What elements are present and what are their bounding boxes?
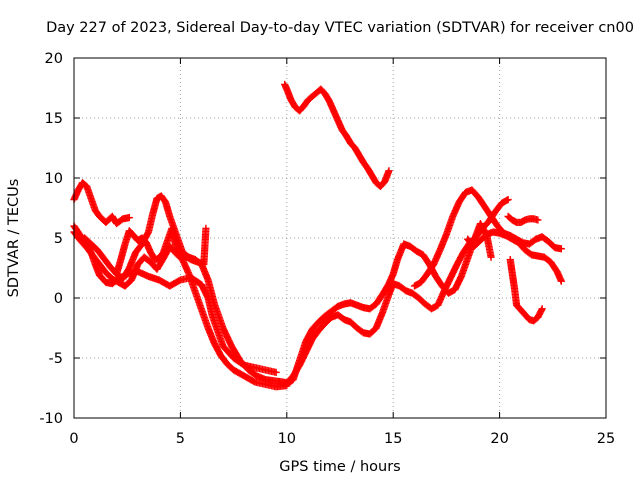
series-track [286, 199, 509, 384]
x-tick-label: 20 [490, 431, 508, 447]
chart-title: Day 227 of 2023, Sidereal Day-to-day VTE… [46, 20, 634, 36]
x-tick-label: 25 [597, 431, 615, 447]
series-arc-11 [504, 212, 542, 226]
data-point [125, 214, 133, 222]
data-point [272, 368, 280, 376]
x-axis-label: GPS time / hours [279, 459, 400, 475]
series-track [284, 84, 390, 187]
series-arc-3 [70, 228, 291, 391]
series-arc-12 [506, 256, 546, 325]
y-axis-label: SDTVAR / TECUs [6, 179, 22, 298]
y-tick-label: -5 [49, 351, 63, 367]
grid [74, 58, 606, 418]
x-tick-label: 5 [176, 431, 185, 447]
y-tick-label: 15 [45, 111, 63, 127]
x-tick-label: 10 [278, 431, 296, 447]
y-tick-label: 10 [45, 171, 63, 187]
x-tick-label: 0 [69, 431, 78, 447]
data-point [202, 224, 210, 232]
y-tick-label: 20 [45, 51, 63, 67]
data-series [70, 80, 565, 391]
series-arc-1 [70, 179, 133, 228]
y-tick-label: -10 [39, 411, 63, 427]
y-tick-label: 5 [54, 231, 63, 247]
series-arc-5 [112, 224, 210, 278]
y-tick-label: 0 [54, 291, 63, 307]
series-arc-6 [281, 80, 393, 190]
data-point [385, 167, 393, 175]
x-tick-label: 15 [384, 431, 402, 447]
